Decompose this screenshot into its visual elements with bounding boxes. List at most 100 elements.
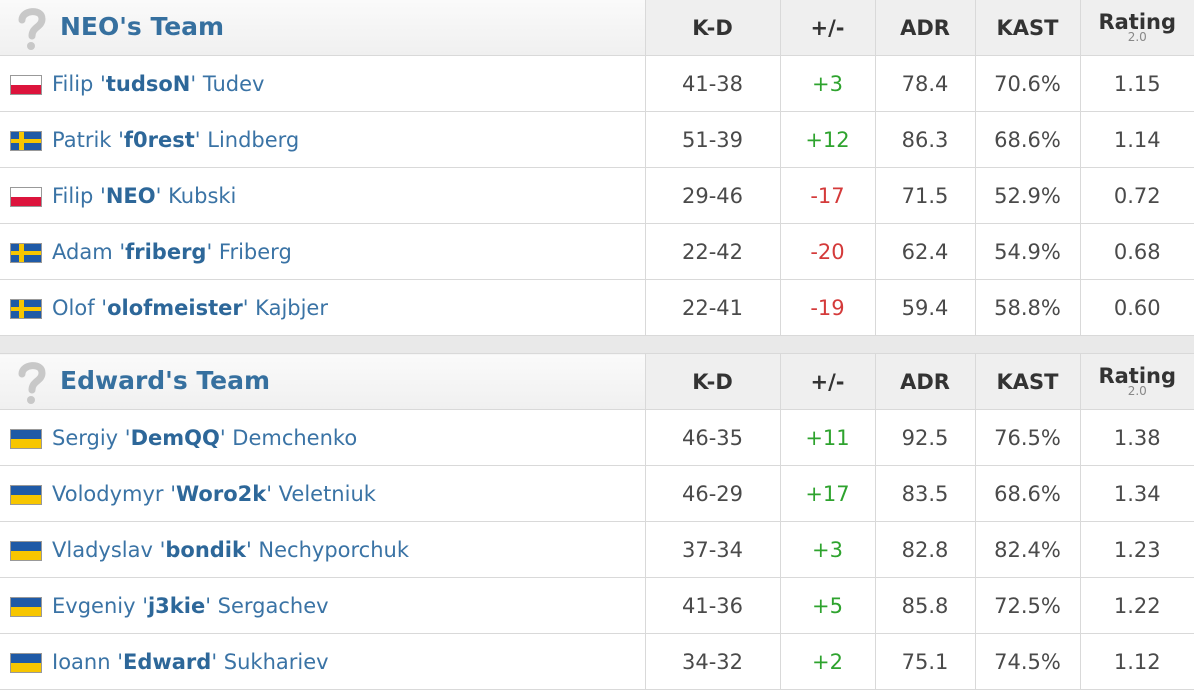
col-kd: K-D [692,15,733,40]
player-row: Vladyslav 'bondik' Nechyporchuk 37-34 +3… [0,521,1194,578]
kast: 70.6% [994,71,1061,96]
plus-minus: -17 [810,183,845,208]
kd: 29-46 [681,183,744,208]
last-name: ' Lindberg [194,127,300,152]
kast-cell: 76.5% [974,409,1080,466]
player-name[interactable]: Filip 'NEO' Kubski [52,184,236,208]
player-cell: Filip 'tudsoN' Tudev [0,55,645,112]
rating: 1.34 [1113,481,1161,506]
adr-cell: 62.4 [874,223,975,280]
kast: 76.5% [994,425,1061,450]
pm-cell: +11 [779,409,875,466]
kd-cell: 34-32 [644,633,780,690]
last-name: ' Kubski [155,183,237,208]
kast-cell: 68.6% [974,465,1080,522]
adr-cell: 86.3 [874,111,975,168]
kast: 68.6% [994,481,1061,506]
rating: 1.15 [1113,71,1161,96]
adr: 59.4 [901,295,949,320]
flag [10,186,42,207]
pm-cell: +3 [779,55,875,112]
adr: 92.5 [901,425,949,450]
plus-minus: +12 [805,127,850,152]
kd-cell: 29-46 [644,167,780,224]
player-row: Olof 'olofmeister' Kajbjer 22-41 -19 59.… [0,279,1194,336]
col-adr: ADR [900,369,950,394]
col-rating: Rating [1098,363,1177,388]
player-name[interactable]: Sergiy 'DemQQ' Demchenko [52,426,357,450]
player-name[interactable]: Vladyslav 'bondik' Nechyporchuk [52,538,409,562]
last-name: ' Veletniuk [266,481,376,506]
kd-cell: 41-36 [644,577,780,634]
kd-cell: 46-29 [644,465,780,522]
adr-cell: 92.5 [874,409,975,466]
last-name: ' Sergachev [205,593,329,618]
header-cell: ADR [874,0,975,56]
kd-cell: 22-42 [644,223,780,280]
adr: 86.3 [901,127,949,152]
first-name: Patrik ' [52,127,124,152]
col-kd: K-D [692,369,733,394]
kd: 34-32 [681,649,744,674]
kd: 46-35 [681,425,744,450]
player-cell: Vladyslav 'bondik' Nechyporchuk [0,521,645,578]
plus-minus: +5 [812,593,843,618]
flag [10,130,42,151]
rating-cell: 1.15 [1079,55,1194,112]
nickname: Woro2k [176,481,267,506]
flag [10,540,42,561]
kd-cell: 22-41 [644,279,780,336]
player-name[interactable]: Olof 'olofmeister' Kajbjer [52,296,328,320]
player-row: Patrik 'f0rest' Lindberg 51-39 +12 86.3 … [0,111,1194,168]
player-cell: Volodymyr 'Woro2k' Veletniuk [0,465,645,522]
player-name[interactable]: Evgeniy 'j3kie' Sergachev [52,594,329,618]
player-row: Adam 'friberg' Friberg 22-42 -20 62.4 54… [0,223,1194,280]
first-name: Adam ' [52,239,126,264]
player-name[interactable]: Volodymyr 'Woro2k' Veletniuk [52,482,376,506]
kd: 51-39 [681,127,744,152]
flag [10,298,42,319]
pm-cell: +17 [779,465,875,522]
player-name[interactable]: Ioann 'Edward' Sukhariev [52,650,329,674]
flag [10,242,42,263]
last-name: ' Nechyporchuk [245,537,410,562]
team-logo [18,7,46,50]
adr: 71.5 [901,183,949,208]
player-cell: Sergiy 'DemQQ' Demchenko [0,409,645,466]
rating-cell: 1.14 [1079,111,1194,168]
flag [10,428,42,449]
pm-cell: -17 [779,167,875,224]
flag [10,652,42,673]
player-name[interactable]: Filip 'tudsoN' Tudev [52,72,264,96]
first-name: Evgeniy ' [52,593,148,618]
team-header: NEO's Team K-D +/- ADR KAST Rating 2.0 [0,0,1194,56]
first-name: Sergiy ' [52,425,131,450]
plus-minus: -20 [810,239,845,264]
rating-version: 2.0 [1127,383,1147,398]
kast-cell: 52.9% [974,167,1080,224]
plus-minus: +11 [805,425,850,450]
rating: 0.60 [1113,295,1161,320]
rating: 1.38 [1113,425,1161,450]
adr: 85.8 [901,593,949,618]
last-name: ' Tudev [190,71,265,96]
rating: 0.72 [1113,183,1161,208]
rating-cell: 0.68 [1079,223,1194,280]
team-logo [18,361,46,404]
player-row: Ioann 'Edward' Sukhariev 34-32 +2 75.1 7… [0,633,1194,690]
rating-cell: 0.72 [1079,167,1194,224]
adr: 82.8 [901,537,949,562]
player-name[interactable]: Patrik 'f0rest' Lindberg [52,128,299,152]
rating: 1.14 [1113,127,1161,152]
nickname: j3kie [147,593,206,618]
header-cell: Rating 2.0 [1079,353,1194,410]
rating-cell: 1.23 [1079,521,1194,578]
nickname: NEO [105,183,156,208]
player-name[interactable]: Adam 'friberg' Friberg [52,240,292,264]
kast-cell: 74.5% [974,633,1080,690]
kast: 52.9% [994,183,1061,208]
team-name-cell: Edward's Team [0,353,645,410]
adr: 62.4 [901,239,949,264]
plus-minus: +3 [812,71,843,96]
